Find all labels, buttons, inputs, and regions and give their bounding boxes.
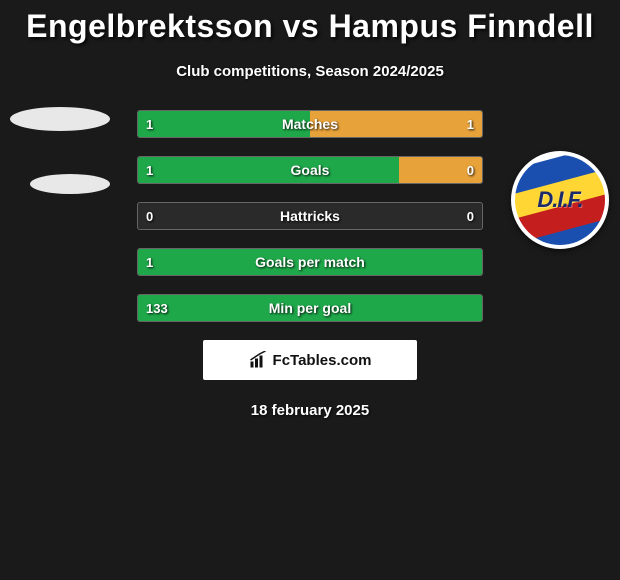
placeholder-ellipse <box>10 107 110 131</box>
chart-icon <box>249 351 267 369</box>
stat-label: Matches <box>138 111 482 137</box>
placeholder-ellipse-2 <box>30 174 110 194</box>
stat-label: Goals per match <box>138 249 482 275</box>
stat-bars: 11Matches 10Goals 00Hattricks 1Goals per ma… <box>137 110 483 322</box>
stat-label: Hattricks <box>138 203 482 229</box>
stat-row: 11Matches <box>137 110 483 138</box>
club-crest: D.I.F. <box>511 151 609 249</box>
stat-row: 00Hattricks <box>137 202 483 230</box>
brand-text: FcTables.com <box>273 352 372 369</box>
player-right-badge: D.I.F. <box>510 150 610 250</box>
date-text: 18 february 2025 <box>0 402 620 419</box>
stat-row: 133Min per goal <box>137 294 483 322</box>
stat-row: 10Goals <box>137 156 483 184</box>
comparison-panel: D.I.F. 11Matches 10Goals 00Hattricks 1Goals… <box>0 110 620 322</box>
stat-label: Min per goal <box>138 295 482 321</box>
brand-box: FcTables.com <box>203 340 417 380</box>
stat-row: 1Goals per match <box>137 248 483 276</box>
page-title: Engelbrektsson vs Hampus Finndell <box>0 0 620 45</box>
subtitle: Club competitions, Season 2024/2025 <box>0 63 620 80</box>
stat-label: Goals <box>138 157 482 183</box>
club-crest-text: D.I.F. <box>511 151 609 249</box>
